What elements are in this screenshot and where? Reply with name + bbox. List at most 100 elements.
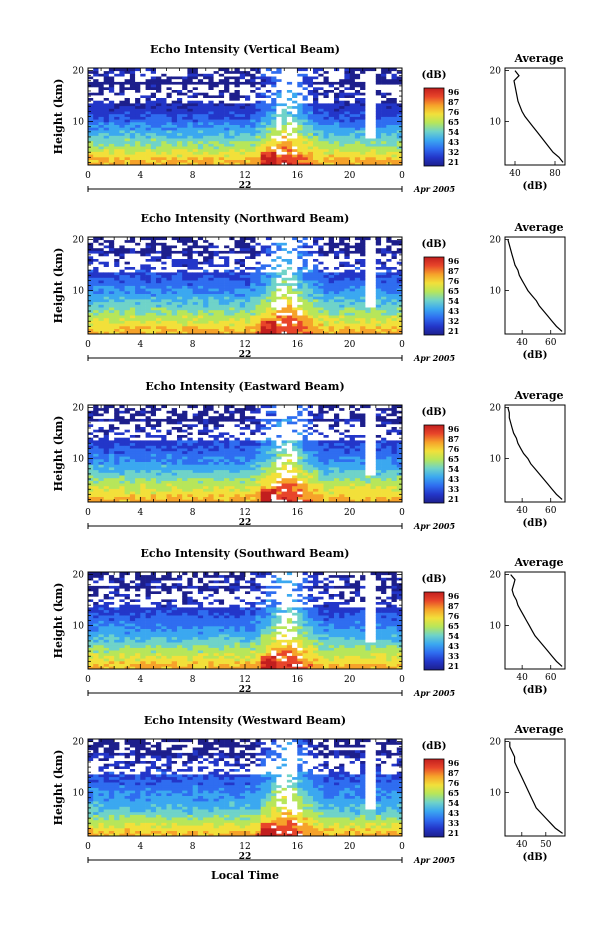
heatmap-cell (360, 135, 366, 139)
heatmap-cell (218, 100, 225, 104)
heatmap-cell (245, 86, 251, 90)
heatmap-cell (108, 242, 115, 246)
heatmap-cell (323, 105, 330, 109)
heatmap-cell (260, 331, 267, 335)
heatmap-cell (365, 73, 371, 77)
heatmap-cell (187, 263, 193, 267)
heatmap-cell (318, 143, 324, 147)
heatmap-cell (370, 78, 377, 82)
heatmap-cell (375, 89, 382, 93)
x-tick-label: 20 (344, 340, 356, 350)
heatmap-cell (108, 97, 115, 101)
heatmap-cell (218, 250, 225, 254)
heatmap-cell (135, 277, 141, 281)
heatmap-cell (229, 140, 235, 144)
heatmap-cell (396, 285, 403, 289)
heatmap-cell (218, 266, 225, 270)
heatmap-cell (108, 105, 115, 109)
heatmap-cell (391, 151, 398, 155)
heatmap-cell (318, 159, 324, 163)
heatmap-cell (119, 237, 125, 241)
heatmap-cell (208, 280, 214, 284)
heatmap-cell (297, 299, 303, 303)
heatmap-cell (161, 154, 167, 158)
heatmap-cell (245, 94, 251, 98)
heatmap-cell (192, 116, 199, 120)
heatmap-cell (129, 315, 136, 319)
heatmap-cell (292, 274, 298, 278)
heatmap-cell (161, 304, 167, 308)
heatmap-cell (386, 140, 392, 144)
heatmap-cell (286, 111, 293, 115)
heatmap-cell (103, 496, 110, 500)
heatmap-cell (135, 407, 141, 411)
heatmap-cell (197, 325, 204, 329)
heatmap-cell (208, 135, 214, 139)
heatmap-cell (365, 84, 371, 88)
heatmap-cell (208, 70, 214, 74)
heatmap-cell (328, 146, 335, 150)
heatmap-cell (292, 70, 298, 74)
heatmap-cell (103, 317, 110, 321)
heatmap-cell (354, 127, 361, 131)
heatmap-cell (224, 250, 230, 254)
heatmap-cell (255, 296, 262, 300)
heatmap-cell (313, 100, 319, 104)
heatmap-cell (271, 312, 277, 316)
heatmap-cell (150, 151, 157, 155)
heatmap-cell (140, 288, 146, 292)
heatmap-cell (187, 237, 193, 241)
heatmap-cell (108, 325, 115, 329)
heatmap-cell (124, 423, 131, 427)
heatmap-cell (354, 312, 361, 316)
heatmap-cell (88, 68, 94, 72)
heatmap-cell (177, 274, 183, 278)
heatmap-cell (245, 132, 251, 136)
heatmap-cell (344, 159, 350, 163)
heatmap-cell (187, 148, 193, 152)
heatmap-cell (124, 261, 131, 265)
heatmap-cell (145, 140, 152, 144)
heatmap-cell (93, 255, 99, 259)
heatmap-cell (334, 151, 340, 155)
heatmap-cell (365, 138, 371, 142)
heatmap-cell (135, 418, 141, 422)
heatmap-cell (286, 124, 293, 128)
heatmap-cell (381, 78, 387, 82)
heatmap-cell (234, 255, 241, 259)
heatmap-cell (323, 111, 330, 115)
heatmap-cell (307, 154, 314, 158)
heatmap-cell (344, 151, 350, 155)
heatmap-cell (177, 119, 183, 123)
heatmap-cell (239, 138, 246, 142)
heatmap-cell (313, 140, 319, 144)
heatmap-cell (245, 105, 251, 109)
heatmap-cell (213, 84, 220, 88)
heatmap-cell (349, 86, 356, 90)
heatmap-cell (192, 132, 199, 136)
heatmap-cell (318, 105, 324, 109)
heatmap-cell (276, 105, 282, 109)
heatmap-cell (360, 247, 366, 251)
heatmap-cell (187, 255, 193, 259)
heatmap-cell (156, 113, 162, 117)
heatmap-cell (323, 301, 330, 305)
heatmap-cell (297, 86, 303, 90)
heatmap-cell (391, 239, 398, 243)
heatmap-cell (313, 323, 319, 327)
heatmap-cell (103, 418, 110, 422)
heatmap-cell (334, 105, 340, 109)
heatmap-cell (307, 111, 314, 115)
heatmap-cell (313, 89, 319, 93)
heatmap-cell (197, 143, 204, 147)
heatmap-cell (250, 331, 256, 335)
heatmap-cell (255, 320, 262, 324)
heatmap-cell (276, 253, 282, 257)
heatmap-cell (313, 299, 319, 303)
heatmap-cell (281, 70, 288, 74)
heatmap-cell (323, 116, 330, 120)
heatmap-cell (260, 78, 267, 82)
heatmap-cell (307, 258, 314, 262)
heatmap-cell (370, 86, 377, 90)
heatmap-cell (386, 317, 392, 321)
